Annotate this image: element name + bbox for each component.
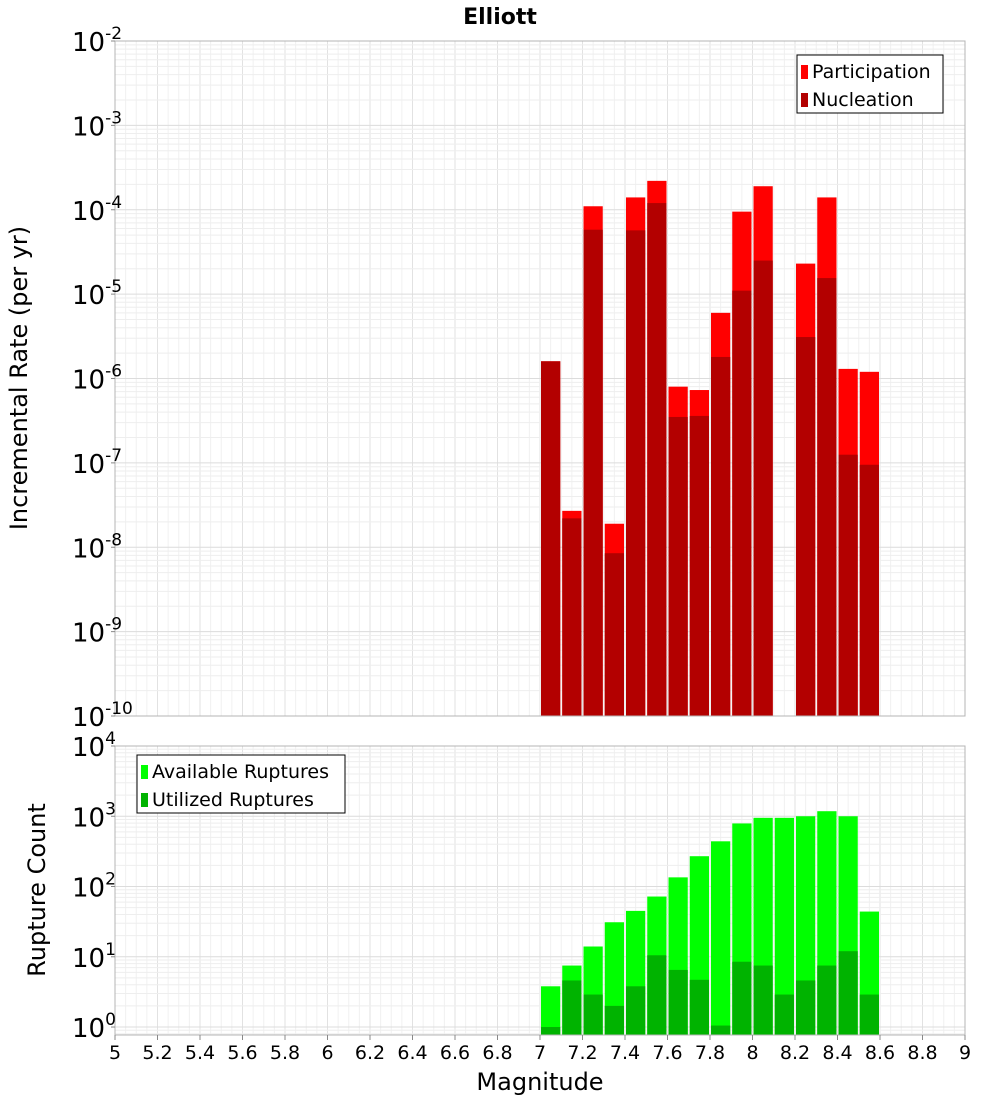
- bar: [541, 986, 561, 1035]
- bar: [583, 994, 603, 1035]
- legend-swatch: [801, 93, 808, 107]
- y-tick-label: 102: [72, 870, 116, 904]
- bar: [583, 229, 603, 717]
- bar: [562, 980, 582, 1035]
- bar: [732, 290, 752, 716]
- bar: [711, 356, 731, 716]
- x-tick-label: 7.8: [695, 1042, 725, 1064]
- x-tick-label: 5.8: [270, 1042, 300, 1064]
- bar: [562, 518, 582, 716]
- x-tick-label: 8.8: [907, 1042, 937, 1064]
- x-tick-label: 9: [959, 1042, 971, 1064]
- y-tick-label: 10-5: [72, 277, 122, 311]
- x-tick-label: 6: [321, 1042, 333, 1064]
- x-axis-label: Magnitude: [476, 1068, 603, 1096]
- bar: [796, 816, 816, 1035]
- legend-box: [136, 754, 346, 814]
- bottom-y-axis-label: Rupture Count: [23, 803, 51, 977]
- y-tick-label: 10-8: [72, 530, 122, 564]
- y-tick-label: 10-6: [72, 362, 122, 396]
- x-tick-label: 7.6: [652, 1042, 682, 1064]
- series-secondary: [541, 203, 879, 717]
- y-tick-label: 10-3: [72, 108, 122, 142]
- bar: [838, 951, 858, 1035]
- bar: [604, 553, 624, 716]
- y-tick-label: 10-9: [72, 615, 122, 649]
- bar: [711, 1025, 731, 1035]
- bar: [626, 986, 646, 1035]
- x-tick-label: 5.6: [227, 1042, 257, 1064]
- legend: Participation Nucleation: [796, 54, 944, 114]
- bar: [796, 337, 816, 716]
- chart-title: Elliott: [463, 5, 537, 30]
- x-tick-label: 5: [109, 1042, 121, 1064]
- x-tick-label: 6.8: [482, 1042, 512, 1064]
- bar: [859, 994, 879, 1035]
- series-secondary: [541, 951, 879, 1035]
- x-tick-label: 8.4: [822, 1042, 852, 1064]
- x-tick-label: 8.6: [865, 1042, 895, 1064]
- y-tick-label: 10-2: [72, 24, 122, 58]
- legend-swatch: [141, 793, 148, 807]
- bar: [689, 979, 709, 1035]
- legend-entry: Participation: [812, 61, 931, 83]
- bar: [753, 260, 773, 716]
- bar: [626, 230, 646, 716]
- x-tick-label: 7.4: [610, 1042, 640, 1064]
- y-tick-label: 100: [72, 1010, 116, 1044]
- legend-entry: Nucleation: [812, 89, 914, 111]
- bar: [604, 1005, 624, 1035]
- y-tick-label: 10-4: [72, 193, 122, 227]
- y-tick-label: 103: [72, 799, 116, 833]
- x-tick-label: 7.2: [567, 1042, 597, 1064]
- bar: [796, 980, 816, 1035]
- y-tick-label: 10-10: [72, 699, 133, 733]
- bar: [668, 969, 688, 1035]
- grid: [114, 40, 966, 717]
- bar: [753, 965, 773, 1035]
- bar: [817, 965, 837, 1035]
- bar: [817, 278, 837, 716]
- bar: [689, 415, 709, 716]
- bar: [541, 1027, 561, 1035]
- x-tick-label: 8: [746, 1042, 758, 1064]
- rate-panel: 10-10 10-9 10-8 10-7 10-6 10-5 10-4 10-3 10-2 Par…: [72, 24, 966, 733]
- legend-entry: Available Ruptures: [152, 761, 329, 783]
- bar: [711, 841, 731, 1035]
- y-tick-label: 104: [72, 729, 116, 763]
- top-y-axis-label: Incremental Rate (per yr): [5, 226, 33, 530]
- legend-swatch: [801, 65, 808, 79]
- x-tick-label: 6.4: [397, 1042, 427, 1064]
- bar: [541, 361, 561, 716]
- legend-box: [796, 54, 944, 114]
- legend: Available Ruptures Utilized Ruptures: [136, 754, 346, 814]
- bar: [774, 994, 794, 1035]
- bar: [647, 203, 667, 716]
- x-tick-label: 8.2: [780, 1042, 810, 1064]
- y-tick-label: 10-7: [72, 446, 122, 480]
- bar: [774, 817, 794, 1035]
- y-tick-label: 101: [72, 940, 116, 974]
- x-tick-label: 6.2: [355, 1042, 385, 1064]
- legend-swatch: [141, 765, 148, 779]
- bar: [838, 454, 858, 716]
- x-tick-label: 7: [534, 1042, 546, 1064]
- bar: [668, 416, 688, 716]
- x-tick-label: 6.6: [440, 1042, 470, 1064]
- bar: [732, 961, 752, 1035]
- bar: [859, 464, 879, 716]
- rupture-count-panel: 100 101 102 103 104 5 5.2 5.4 5.6 5.8 6 6.2 6.4 6.6 6.…: [72, 729, 971, 1064]
- legend-entry: Utilized Ruptures: [152, 789, 314, 811]
- x-tick-label: 5.4: [185, 1042, 215, 1064]
- bar: [647, 955, 667, 1035]
- x-tick-label: 5.2: [142, 1042, 172, 1064]
